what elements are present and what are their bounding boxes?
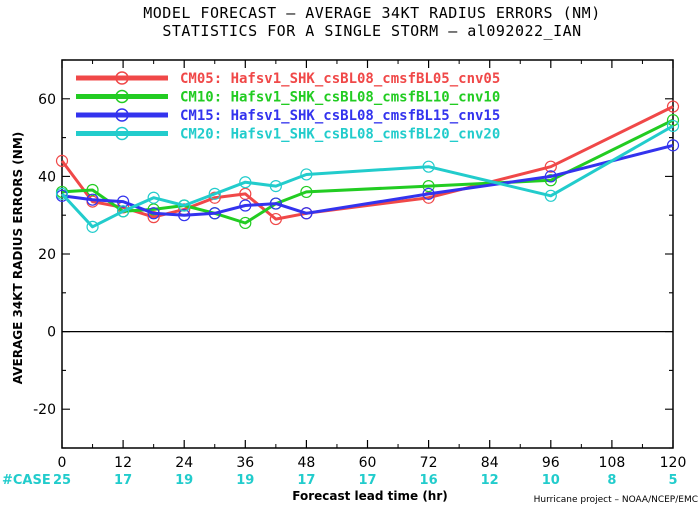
case-count: 19 <box>236 473 254 488</box>
x-tick-label: 0 <box>58 455 67 471</box>
case-count: 8 <box>607 473 616 488</box>
chart-title-line2: STATISTICS FOR A SINGLE STORM – al092022… <box>162 22 581 40</box>
case-count: 5 <box>668 473 677 488</box>
data-point <box>422 160 435 173</box>
x-axis-label: Forecast lead time (hr) <box>292 489 448 503</box>
x-tick-label: 36 <box>236 455 254 471</box>
data-point <box>147 191 160 204</box>
case-count: 19 <box>175 473 193 488</box>
case-count: 16 <box>420 473 438 488</box>
data-point <box>55 154 69 167</box>
legend-marker <box>115 89 129 104</box>
credit-text: Hurricane project – NOAA/NCEP/EMC <box>534 495 698 505</box>
data-point <box>208 207 221 220</box>
data-point <box>269 197 282 210</box>
case-count: 10 <box>542 473 560 488</box>
x-tick-label: 84 <box>481 455 499 471</box>
series-layer <box>55 100 680 233</box>
data-point <box>86 193 99 206</box>
data-point <box>300 185 313 199</box>
case-count: 17 <box>358 473 376 488</box>
chart-title-line1: MODEL FORECAST – AVERAGE 34KT RADIUS ERR… <box>143 4 600 22</box>
data-point <box>178 199 191 212</box>
x-tick-label: 48 <box>297 455 315 471</box>
y-tick-label: 60 <box>38 92 56 108</box>
data-point <box>86 220 99 233</box>
legend-label: CM20: Hafsv1_SHK_csBL08_cmsfBL20_cnv20 <box>180 127 500 143</box>
legend-entry-1: CM05: Hafsv1_SHK_csBL08_cmsfBL05_cnv05 <box>76 71 500 87</box>
x-tick-label: 24 <box>175 455 193 471</box>
data-point <box>269 180 282 193</box>
legend-label: CM15: Hafsv1_SHK_csBL08_cmsfBL15_cnv15 <box>180 108 500 124</box>
x-tick-label: 60 <box>359 455 377 471</box>
data-point <box>422 191 435 204</box>
data-point <box>208 191 221 204</box>
data-point <box>544 174 557 187</box>
case-count: 12 <box>481 473 499 488</box>
x-tick-label: 108 <box>599 455 626 471</box>
plot-area: 0 25 12 17 24 19 36 19 48 17 60 17 72 16 84 12 96 10 108 8 1… <box>33 59 687 488</box>
data-point <box>422 180 435 193</box>
data-point <box>666 139 680 152</box>
data-point <box>666 100 680 113</box>
data-point <box>422 187 435 200</box>
series-line <box>61 143 674 217</box>
case-label: #CASE <box>2 473 51 488</box>
data-point <box>239 176 252 189</box>
data-point <box>300 207 313 220</box>
data-point <box>544 170 557 183</box>
series-line <box>61 118 674 225</box>
data-point <box>147 207 160 220</box>
data-point <box>116 195 130 208</box>
y-tick-label: 20 <box>38 247 56 263</box>
data-point <box>666 114 680 127</box>
legend-entry-4: CM20: Hafsv1_SHK_csBL08_cmsfBL20_cnv20 <box>76 127 500 143</box>
legend-marker <box>115 108 129 122</box>
legend: CM05: Hafsv1_SHK_csBL08_cmsfBL05_cnv05 CM… <box>76 71 500 143</box>
data-point <box>666 119 680 133</box>
x-tick-label: 12 <box>114 455 132 471</box>
y-axis-label: AVERAGE 34KT RADIUS ERRORS (NM) <box>11 132 25 384</box>
data-point <box>147 211 160 224</box>
data-point <box>55 187 69 200</box>
legend-label: CM10: Hafsv1_SHK_csBL08_cmsfBL10_cnv10 <box>180 90 500 106</box>
legend-entry-3: CM15: Hafsv1_SHK_csBL08_cmsfBL15_cnv15 <box>76 108 500 124</box>
legend-entry-2: CM10: Hafsv1_SHK_csBL08_cmsfBL10_cnv10 <box>76 90 500 106</box>
series-3 <box>55 139 680 222</box>
case-count: 17 <box>114 473 132 488</box>
data-point <box>208 187 221 200</box>
data-point <box>147 203 160 216</box>
data-point <box>544 189 557 202</box>
x-tick-label: 96 <box>542 455 560 471</box>
legend-marker <box>115 71 129 85</box>
data-point <box>239 199 252 212</box>
y-tick-label: 0 <box>47 325 56 341</box>
legend-label: CM05: Hafsv1_SHK_csBL08_cmsfBL05_cnv05 <box>180 71 500 87</box>
series-4 <box>55 119 680 233</box>
x-tick-label: 72 <box>420 455 438 471</box>
data-point <box>239 216 252 230</box>
data-point <box>269 212 282 226</box>
data-point <box>239 187 252 200</box>
x-tick-label: 120 <box>660 455 687 471</box>
case-count: 25 <box>53 473 71 488</box>
legend-marker <box>115 126 129 141</box>
data-point <box>300 168 313 181</box>
y-tick-label: -20 <box>33 402 56 418</box>
data-point <box>544 160 557 173</box>
data-point <box>86 183 99 197</box>
case-count: 17 <box>297 473 315 488</box>
y-tick-label: 40 <box>38 169 56 185</box>
data-point <box>178 209 191 222</box>
data-point <box>116 205 130 218</box>
